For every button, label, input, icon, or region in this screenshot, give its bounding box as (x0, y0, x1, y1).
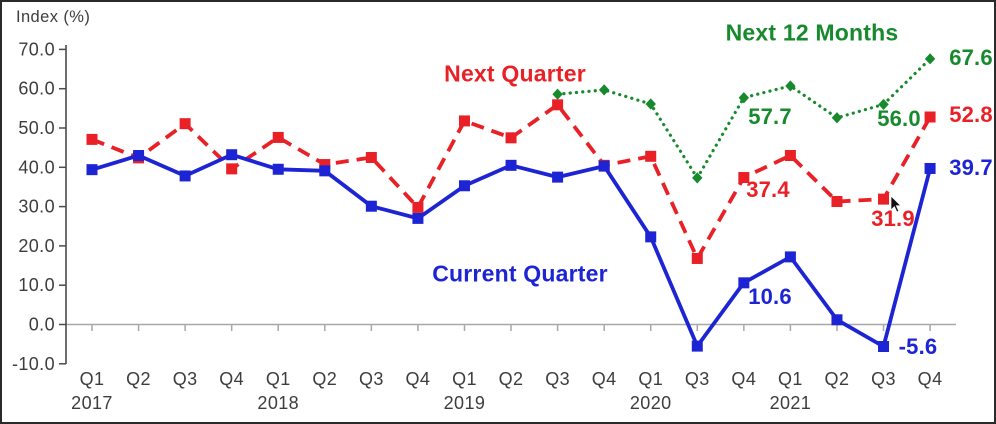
data-point-next-quarter (226, 163, 238, 175)
series-line-next-quarter (91, 102, 932, 261)
data-point-current-quarter (179, 170, 191, 182)
data-point-next-12-months (924, 53, 936, 65)
data-point-next-quarter (179, 118, 191, 130)
data-point-next-quarter (738, 172, 750, 184)
x-tick-label: Q1 (452, 369, 477, 389)
y-tick-label: -10.0 (12, 354, 55, 374)
x-tick-label: Q3 (359, 369, 384, 389)
data-point-next-12-months (878, 98, 889, 111)
data-point-current-quarter (505, 159, 517, 171)
x-tick-label: Q1 (778, 369, 803, 389)
series-line-next-12-months (556, 57, 932, 180)
x-tick-label: Q2 (312, 369, 337, 389)
x-tick-label: Q4 (406, 369, 431, 389)
x-year-label: 2019 (444, 393, 486, 413)
x-year-label: 2021 (770, 393, 812, 413)
data-point-current-quarter (784, 251, 796, 263)
data-point-current-quarter (738, 277, 750, 289)
data-point-current-quarter (924, 162, 936, 174)
y-tick-label: 60.0 (18, 79, 55, 99)
x-year-label: 2017 (71, 393, 113, 413)
y-tick-label: 30.0 (18, 197, 55, 217)
x-tick-label: Q1 (638, 369, 663, 389)
data-point-next-12-months (831, 112, 843, 124)
data-point-next-12-months (738, 92, 750, 104)
x-year-label: 2020 (630, 393, 672, 413)
x-year-label: 2018 (257, 393, 299, 413)
x-tick-label: Q3 (871, 369, 896, 389)
y-tick-label: 0.0 (29, 315, 55, 335)
x-tick-label: Q1 (266, 369, 291, 389)
data-point-next-quarter (319, 159, 331, 171)
data-point-current-quarter (365, 200, 377, 212)
data-point-next-quarter (412, 201, 424, 213)
data-point-next-12-months (645, 98, 656, 110)
data-point-next-12-months (692, 172, 703, 184)
data-point-current-quarter (831, 314, 843, 326)
data-point-next-quarter (784, 150, 796, 162)
data-point-current-quarter (319, 165, 331, 177)
x-tick-label: Q4 (918, 369, 943, 389)
x-tick-label: Q3 (173, 369, 198, 389)
y-tick-label: 10.0 (18, 275, 55, 295)
data-point-next-quarter (924, 111, 936, 123)
x-tick-label: Q2 (825, 369, 850, 389)
x-tick-label: Q1 (80, 369, 105, 389)
data-point-current-quarter (133, 150, 145, 162)
data-point-current-quarter (458, 180, 470, 192)
data-point-next-quarter (505, 132, 517, 144)
data-point-current-quarter (86, 164, 98, 176)
series-line-current-quarter (91, 152, 932, 349)
data-point-current-quarter (878, 341, 890, 353)
data-point-current-quarter (598, 160, 610, 172)
x-tick-label: Q3 (545, 369, 570, 389)
data-point-current-quarter (552, 171, 564, 183)
data-point-next-quarter (458, 115, 470, 127)
mouse-cursor (890, 195, 902, 213)
data-point-current-quarter (691, 340, 703, 352)
data-point-current-quarter (645, 231, 657, 243)
data-point-next-12-months (785, 80, 796, 92)
data-point-next-quarter (86, 133, 98, 145)
x-tick-label: Q3 (685, 369, 710, 389)
data-point-next-quarter (272, 131, 284, 143)
data-point-next-12-months (552, 88, 563, 100)
x-tick-label: Q4 (219, 369, 244, 389)
data-point-next-quarter (831, 195, 843, 207)
y-tick-label: 40.0 (18, 157, 55, 177)
data-point-next-quarter (878, 193, 890, 205)
y-tick-label: 20.0 (18, 236, 55, 256)
x-tick-label: Q2 (126, 369, 151, 389)
data-point-next-12-months (598, 84, 610, 96)
data-point-current-quarter (272, 163, 284, 175)
y-tick-label: 70.0 (18, 39, 55, 59)
x-tick-label: Q4 (731, 369, 756, 389)
data-point-next-quarter (552, 99, 564, 111)
data-point-next-quarter (645, 150, 657, 162)
data-point-current-quarter (226, 149, 238, 161)
x-tick-label: Q2 (499, 369, 524, 389)
x-tick-label: Q4 (592, 369, 617, 389)
data-point-next-quarter (365, 151, 377, 163)
data-point-next-quarter (691, 252, 703, 264)
data-point-current-quarter (412, 212, 424, 224)
y-tick-label: 50.0 (18, 118, 55, 138)
